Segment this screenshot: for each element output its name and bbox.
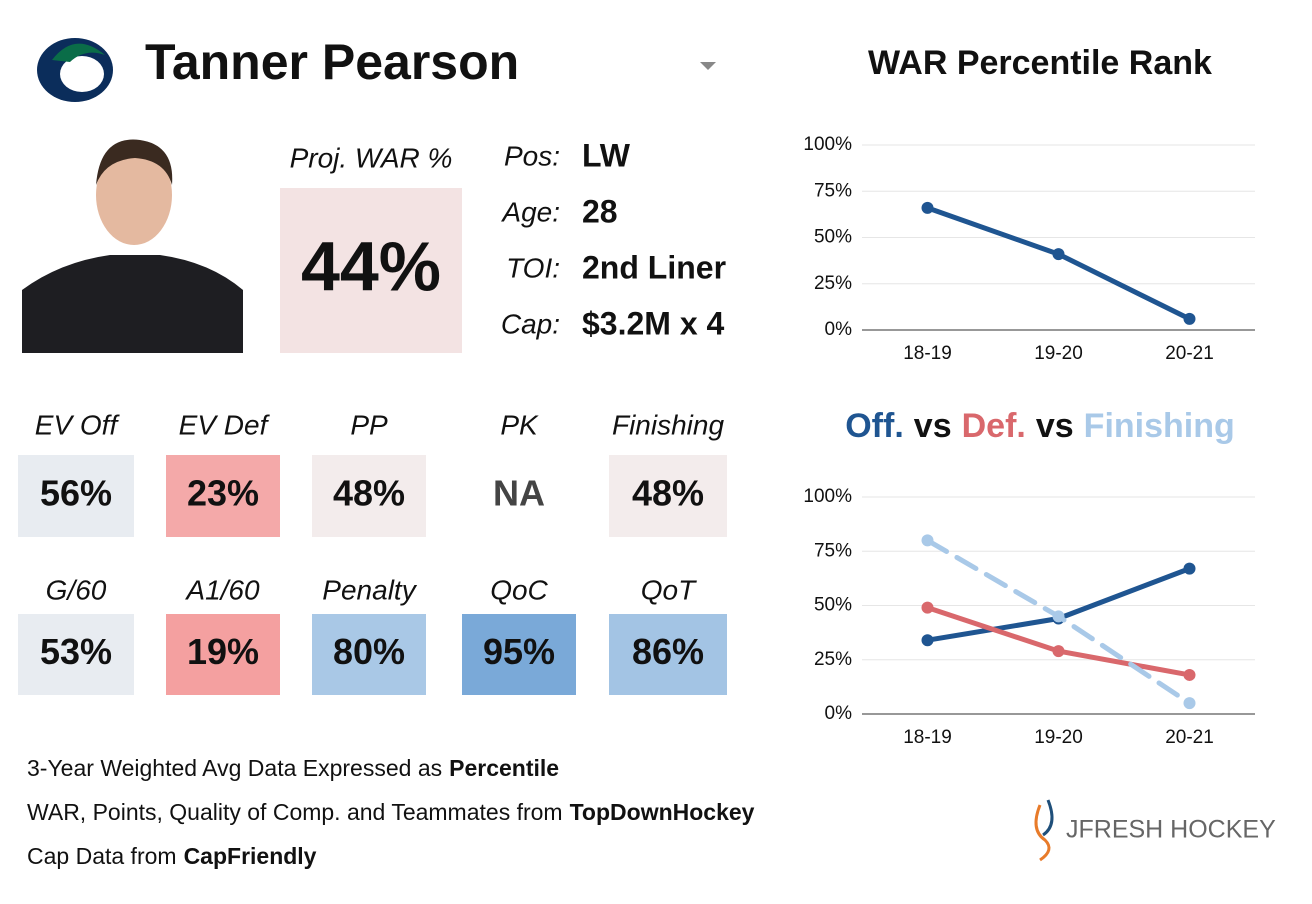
info-value: $3.2M x 4 [582, 305, 725, 341]
point [921, 201, 934, 214]
legend-entry: Def. [962, 407, 1026, 445]
stat-tile [609, 455, 727, 537]
info-value: LW [582, 137, 631, 173]
stat-label: QoT [641, 574, 697, 605]
stat-label: G/60 [46, 574, 107, 605]
stat-value: 53% [40, 631, 112, 672]
y-tick-label: 0% [825, 703, 853, 724]
point [921, 534, 934, 547]
info-label: Pos: [504, 140, 560, 171]
series-line [925, 566, 1192, 643]
proj-war-box [280, 188, 462, 353]
stat-tile [462, 614, 576, 695]
footer-line: WAR, Points, Quality of Comp. and Teamma… [27, 799, 755, 825]
point [1052, 248, 1065, 261]
y-tick-label: 75% [814, 180, 852, 201]
footer-text: WAR, Points, Quality of Comp. and Teamma… [27, 799, 563, 825]
info-label: Age: [500, 196, 560, 227]
stat-label: Penalty [322, 574, 417, 605]
point [921, 601, 934, 614]
y-tick-label: 25% [814, 649, 852, 670]
stat-tile [609, 614, 727, 695]
y-tick-label: 75% [814, 540, 852, 561]
x-tick-label: 18-19 [903, 727, 952, 748]
footer-source: TopDownHockey [570, 799, 755, 825]
point [1052, 610, 1065, 623]
footer-line: Cap Data from CapFriendly [27, 843, 317, 869]
dropdown[interactable] [700, 62, 716, 70]
y-tick-label: 50% [814, 227, 852, 248]
proj-war-label: Proj. WAR % [290, 142, 453, 173]
chart-title: WAR Percentile Rank [868, 44, 1212, 82]
stat-value: 19% [187, 631, 259, 672]
point [921, 634, 934, 647]
stat-tile [18, 614, 134, 695]
stat-label: EV Off [35, 409, 121, 440]
info-label: Cap: [501, 308, 560, 339]
y-tick-label: 25% [814, 273, 852, 294]
legend-entry: Finishing [1084, 407, 1235, 445]
stat-value: 56% [40, 473, 112, 514]
stat-label: Finishing [612, 409, 724, 440]
y-tick-label: 50% [814, 595, 852, 616]
brand-name: JFRESH HOCKEY [1066, 816, 1276, 844]
stat-label: EV Def [179, 409, 271, 440]
stat-value: 23% [187, 473, 259, 514]
x-tick-label: 19-20 [1034, 343, 1083, 364]
team-logo [37, 38, 113, 102]
footer-text: Cap Data from [27, 843, 177, 869]
point [1183, 668, 1196, 681]
stat-tile [166, 455, 280, 537]
stat-value: 86% [632, 631, 704, 672]
y-tick-label: 100% [803, 486, 852, 507]
info-value: 2nd Liner [582, 249, 726, 285]
footer-source: Percentile [449, 755, 559, 781]
legend-separator: vs [914, 407, 952, 445]
stat-label: PK [500, 409, 539, 440]
stat-value: NA [493, 473, 545, 514]
player-photo [22, 138, 243, 353]
footer-source: CapFriendly [184, 843, 317, 869]
stat-tile [312, 614, 426, 695]
point [1183, 312, 1196, 325]
stat-label: PP [350, 409, 388, 440]
legend-separator: vs [1036, 407, 1074, 445]
y-tick-label: 100% [803, 134, 852, 155]
stat-label: QoC [490, 574, 548, 605]
point [1183, 697, 1196, 710]
footer-line: 3-Year Weighted Avg Data Expressed as Per… [27, 755, 559, 781]
x-tick-label: 20-21 [1165, 727, 1214, 748]
proj-war-value: 44% [301, 227, 441, 305]
stat-tile [312, 455, 426, 537]
stat-value: 95% [483, 631, 555, 672]
chart-legend: Off. vs Def. vs Finishing [845, 407, 1235, 445]
y-tick-label: 0% [825, 319, 853, 340]
stat-tile [166, 614, 280, 695]
stat-value: 48% [333, 473, 405, 514]
info-label: TOI: [506, 252, 560, 283]
info-value: 28 [582, 193, 618, 229]
footer-text: 3-Year Weighted Avg Data Expressed as [27, 755, 442, 781]
stat-value: 48% [632, 473, 704, 514]
stat-value: 80% [333, 631, 405, 672]
player-name: Tanner Pearson [145, 34, 519, 90]
point [1052, 645, 1065, 658]
x-tick-label: 20-21 [1165, 343, 1214, 364]
brand-logo [1034, 799, 1054, 862]
series-line [925, 205, 1192, 322]
x-tick-label: 18-19 [903, 343, 952, 364]
x-tick-label: 19-20 [1034, 727, 1083, 748]
legend-entry: Off. [845, 407, 904, 445]
point [1183, 562, 1196, 575]
stat-tile [18, 455, 134, 537]
stat-label: A1/60 [184, 574, 260, 605]
